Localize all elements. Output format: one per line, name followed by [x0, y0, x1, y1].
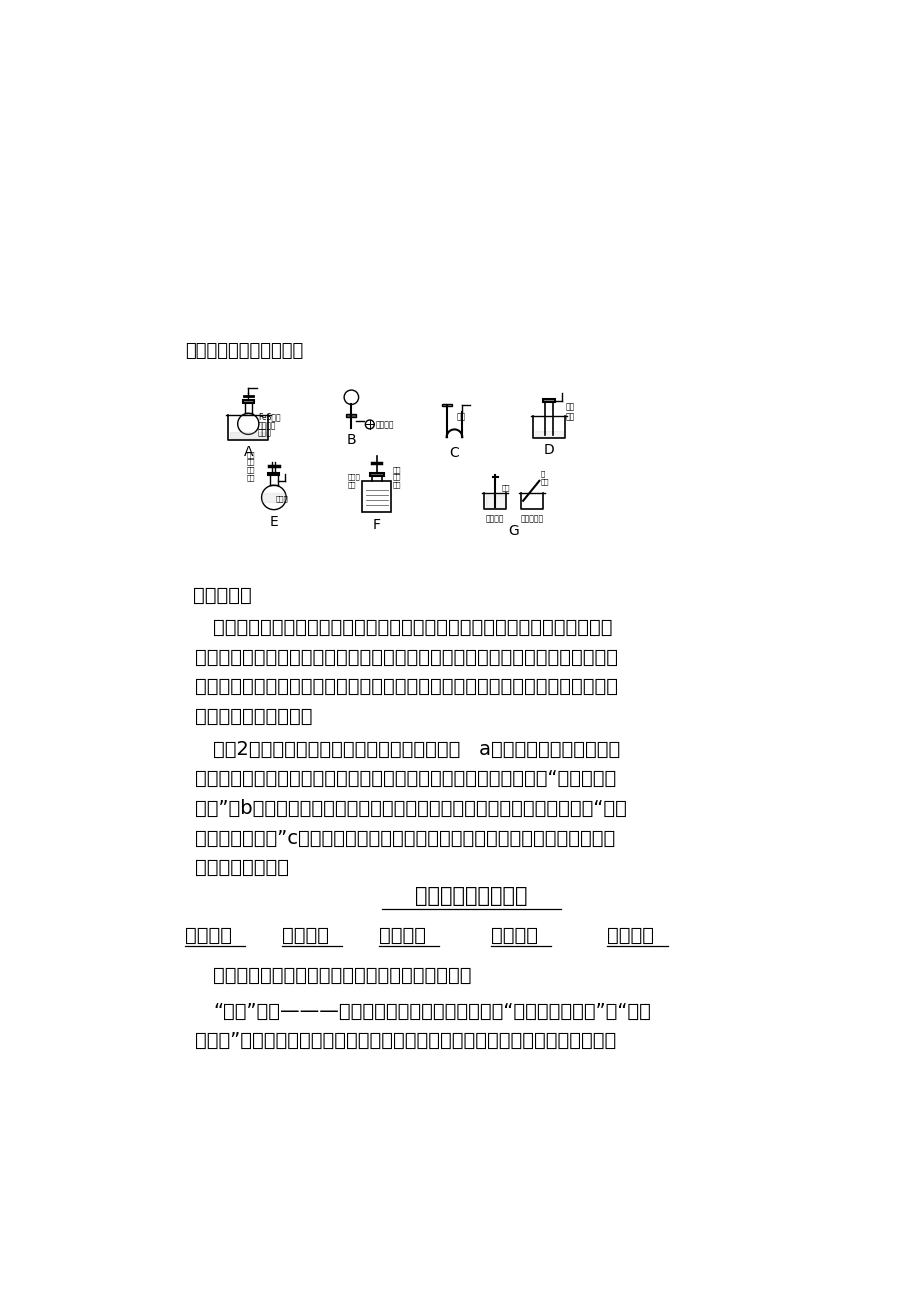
Text: 课例2高二化学《镁和铝总结网络课》教学步骤   a通过知识主线给出镁和铝: 课例2高二化学《镁和铝总结网络课》教学步骤 a通过知识主线给出镁和铝	[213, 740, 620, 759]
Text: 在网络课件中，除了以上栏目外，还应有的栏目：: 在网络课件中，除了以上栏目外，还应有的栏目：	[213, 966, 471, 985]
FancyBboxPatch shape	[243, 400, 254, 403]
Text: 容，做到教师和学生的双向交流，实现教与学的良性互动，这样新课标的实施才能: 容，做到教师和学生的双向交流，实现教与学的良性互动，这样新课标的实施才能	[195, 677, 618, 697]
Text: 及其化合物知识的系统，确定学习内容，且做抛锴式教学，用以进行“主线启发式: 及其化合物知识的系统，确定学习内容，且做抛锴式教学，用以进行“主线启发式	[195, 770, 616, 788]
Text: F: F	[372, 517, 380, 532]
Text: 小孔: 小孔	[502, 484, 510, 491]
Text: 一些气体制备可替代装置: 一些气体制备可替代装置	[185, 342, 302, 360]
Text: 空
烧杯: 空 烧杯	[540, 471, 549, 485]
Text: 教育心理学的研究表明，要取得良好的教学效果，只靠教师单方面灌输是不行: 教育心理学的研究表明，要取得良好的教学效果，只靠教师单方面灌输是不行	[213, 618, 612, 637]
Text: B: B	[346, 433, 356, 447]
FancyBboxPatch shape	[441, 404, 451, 406]
FancyBboxPatch shape	[362, 481, 391, 512]
FancyBboxPatch shape	[346, 413, 356, 417]
Text: 有孔瓷环: 有孔瓷环	[375, 420, 394, 429]
Text: 不要气体时: 不要气体时	[520, 515, 543, 524]
Text: 导学园地: 导学园地	[281, 926, 328, 945]
Text: FeS固体: FeS固体	[257, 412, 280, 421]
Text: 实践调查: 实践调查	[607, 926, 653, 945]
Text: 浓硫酸: 浓硫酸	[276, 495, 289, 502]
Text: 答。网站课件设计: 答。网站课件设计	[195, 858, 289, 878]
FancyBboxPatch shape	[268, 473, 279, 476]
Text: 玻璃纤维: 玻璃纤维	[257, 421, 276, 430]
FancyBboxPatch shape	[543, 399, 554, 402]
Text: 奥秘网”等等，教会学生如何去获得有关的信息资源，并教会学生如何去利用这些: 奥秘网”等等，教会学生如何去获得有关的信息资源，并教会学生如何去利用这些	[195, 1031, 616, 1050]
Text: 取得良好的教学效果。: 取得良好的教学效果。	[195, 707, 312, 725]
Text: G: G	[507, 524, 518, 537]
Text: 演示天地: 演示天地	[185, 926, 232, 945]
Text: “搜索”功能———超链接比较有名的搜索网站，如“中学化学课堂网”、“化学: “搜索”功能———超链接比较有名的搜索网站，如“中学化学课堂网”、“化学	[213, 1001, 651, 1020]
Text: 制气体时: 制气体时	[485, 515, 504, 524]
Text: A: A	[244, 445, 253, 459]
Text: 教学”。b演示网页，并说明其功能，组织学生浏览网页捕捉信息，引导学生“由线: 教学”。b演示网页，并说明其功能，组织学生浏览网页捕捉信息，引导学生“由线	[195, 800, 626, 818]
Text: D: D	[543, 443, 554, 458]
Text: 的，必须及时注意学生反馈的信息，并根据学生的反馈信息及时调整教学方法和内: 的，必须及时注意学生反馈的信息，并根据学生的反馈信息及时调整教学方法和内	[195, 647, 618, 667]
Text: 垫圈: 垫圈	[456, 412, 465, 421]
FancyBboxPatch shape	[369, 473, 383, 476]
Text: E: E	[269, 515, 278, 529]
Text: C: C	[449, 446, 459, 460]
Text: 可上下
移动: 可上下 移动	[347, 473, 360, 488]
Text: 钒孔
的塑
料盖: 钒孔 的塑 料盖	[392, 465, 401, 488]
Text: 镁和铝主页双基平台: 镁和铝主页双基平台	[414, 887, 528, 906]
Text: 学法交流: 学法交流	[491, 926, 538, 945]
Text: 知识延伸: 知识延伸	[378, 926, 425, 945]
Text: 引点，由点引网”c由学生通过网络提出课堂上最想解决的问题，教师适时给予解: 引点，由点引网”c由学生通过网络提出课堂上最想解决的问题，教师适时给予解	[195, 828, 615, 848]
Text: 玻璃
纤维: 玻璃 纤维	[565, 402, 574, 421]
Text: 稀盐酸: 稀盐酸	[257, 428, 271, 437]
Text: 网络反馈型: 网络反馈型	[192, 586, 251, 605]
Text: 可上
下移
动的
铜丝: 可上 下移 动的 铜丝	[247, 451, 255, 481]
